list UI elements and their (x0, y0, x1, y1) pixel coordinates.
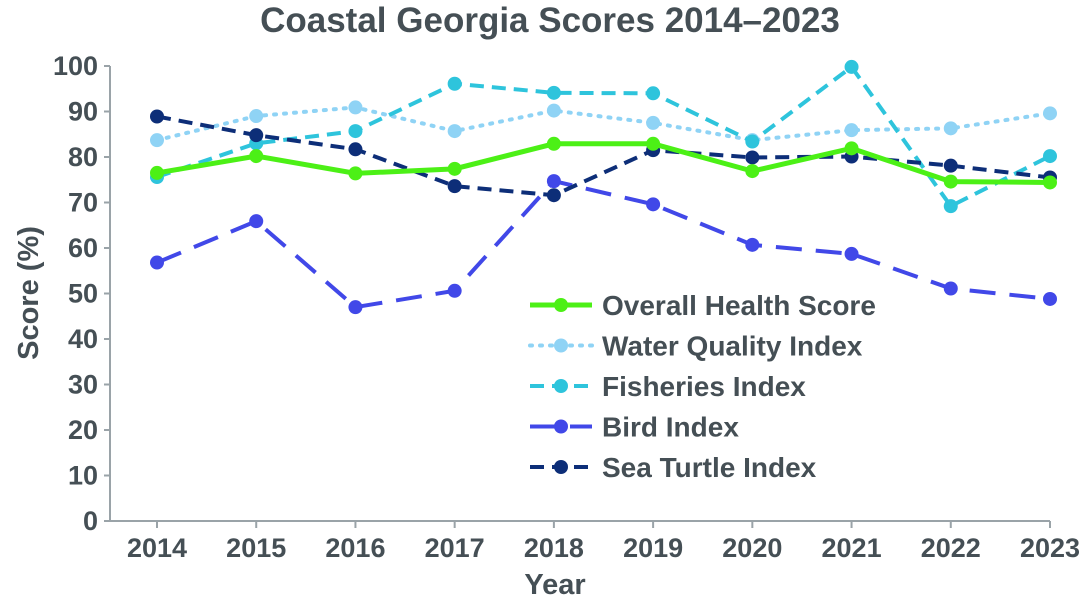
data-point (745, 164, 760, 179)
legend-swatch-marker (554, 379, 568, 393)
data-point (646, 115, 661, 130)
data-point (447, 161, 462, 176)
x-tick-label: 2023 (1020, 533, 1080, 563)
x-tick-label: 2017 (425, 533, 485, 563)
x-tick-label: 2015 (226, 533, 286, 563)
data-point (150, 165, 164, 180)
data-point (943, 174, 958, 189)
data-point (447, 124, 462, 139)
data-point (249, 149, 264, 164)
data-point (745, 237, 760, 252)
x-tick-label: 2021 (822, 533, 882, 563)
data-point (546, 174, 561, 189)
data-point (1043, 175, 1057, 190)
y-tick-label: 20 (68, 415, 98, 445)
legend-item: Overall Health Score (530, 290, 876, 321)
legend-swatch-marker (554, 419, 568, 434)
data-point (943, 199, 958, 214)
series-overall-health-score (150, 136, 1057, 190)
legend-label: Water Quality Index (602, 331, 863, 362)
x-tick-label: 2019 (623, 533, 683, 563)
axes: 0 10 20 30 40 50 60 70 80 90 100 2014 2015 2016 2017 20… (53, 51, 1080, 563)
data-point (646, 86, 661, 101)
y-tick-label: 30 (68, 370, 98, 400)
y-tick-label: 0 (83, 506, 98, 536)
data-point (646, 197, 661, 212)
legend-swatch-marker (554, 460, 568, 474)
legend-label: Bird Index (602, 412, 739, 443)
chart-title: Coastal Georgia Scores 2014–2023 (260, 1, 840, 40)
y-tick-label: 70 (68, 188, 98, 218)
data-point (745, 134, 760, 149)
series-bird-index (150, 174, 1057, 315)
data-point (249, 109, 264, 124)
legend-swatch-marker (554, 298, 568, 312)
data-point (249, 214, 264, 229)
data-point (844, 59, 859, 74)
data-point (447, 283, 462, 298)
x-tick-label: 2020 (722, 533, 782, 563)
legend-label: Sea Turtle Index (602, 452, 817, 483)
x-tick-label: 2022 (921, 533, 981, 563)
data-point (150, 133, 164, 148)
data-point (943, 158, 958, 173)
y-axis-label: Score (%) (13, 226, 45, 360)
y-tick-label: 60 (68, 233, 98, 263)
y-tick-label: 100 (53, 51, 98, 81)
data-point (844, 123, 859, 138)
data-point (546, 103, 561, 118)
data-point (844, 141, 859, 156)
series-sea-turtle-index (150, 109, 1057, 203)
legend-label: Overall Health Score (602, 290, 876, 321)
series-line (156, 64, 1051, 209)
data-point (546, 136, 561, 151)
data-point (348, 124, 363, 139)
legend-item: Bird Index (530, 412, 739, 443)
data-point (1043, 291, 1057, 306)
x-tick-label: 2014 (127, 533, 187, 563)
data-point (150, 255, 164, 270)
data-point (844, 246, 859, 261)
series-line (155, 105, 1052, 143)
y-tick-label: 80 (68, 142, 98, 172)
legend-item: Fisheries Index (530, 371, 806, 402)
data-point (1043, 106, 1057, 121)
y-tick-label: 90 (68, 97, 98, 127)
data-point (348, 166, 363, 181)
y-tick-label: 40 (68, 324, 98, 354)
data-point (546, 85, 561, 100)
data-point (745, 150, 760, 165)
data-point (943, 121, 958, 136)
x-axis-label: Year (524, 569, 585, 600)
legend-item: Water Quality Index (528, 331, 863, 362)
legend-swatch-marker (554, 338, 568, 353)
data-point (348, 100, 363, 115)
legend-label: Fisheries Index (602, 371, 806, 402)
data-point (943, 281, 958, 296)
x-tick-label: 2016 (325, 533, 385, 563)
legend-item: Sea Turtle Index (530, 452, 817, 483)
data-point (249, 128, 264, 143)
data-point (447, 76, 462, 91)
x-tick-label: 2018 (524, 533, 584, 563)
data-point (348, 300, 363, 315)
series-line (156, 178, 1051, 310)
data-point (447, 179, 462, 194)
data-point (1043, 149, 1057, 164)
series-fisheries-index (150, 59, 1057, 214)
data-point (646, 136, 661, 151)
y-tick-label: 10 (68, 461, 98, 491)
y-tick-label: 50 (68, 279, 98, 309)
series-group (150, 59, 1057, 315)
legend: Overall Health Score Water Quality Index F… (528, 290, 876, 483)
data-point (348, 142, 363, 157)
series-line (156, 141, 1051, 185)
data-point (150, 109, 164, 124)
data-point (546, 188, 561, 203)
